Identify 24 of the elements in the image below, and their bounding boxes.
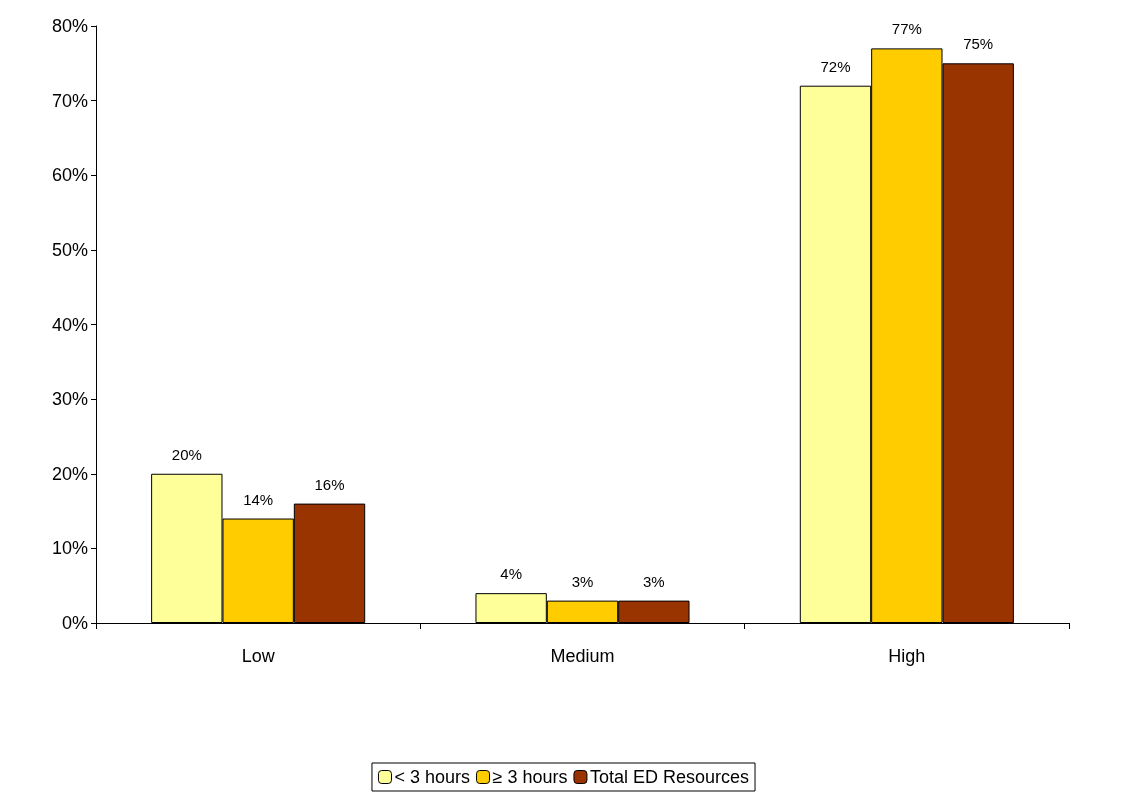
data-label: 75% — [963, 35, 994, 53]
y-tick-label: 80% — [51, 16, 88, 36]
legend-label: Total ED Resources — [589, 767, 750, 787]
y-tick-label: 70% — [51, 90, 88, 111]
data-label: 77% — [891, 20, 922, 38]
data-label: 3% — [571, 572, 594, 590]
data-label: 72% — [820, 57, 851, 75]
y-tick-label: 30% — [51, 389, 88, 410]
y-tick-label: 20% — [51, 463, 88, 484]
legend-label: < 3 hours — [394, 767, 471, 787]
x-tick-label: High — [888, 646, 926, 666]
x-tick-label: Low — [241, 646, 276, 666]
legend-label: ≥ 3 hours — [492, 767, 568, 787]
y-tick-label: 10% — [51, 538, 88, 559]
y-tick-label: 0% — [61, 613, 88, 633]
y-tick-label: 40% — [51, 314, 88, 335]
x-tick-label: Medium — [550, 646, 615, 666]
y-tick-label: 60% — [51, 165, 88, 186]
data-label: 16% — [314, 475, 345, 493]
data-label: 14% — [243, 490, 274, 508]
data-label: 4% — [500, 565, 522, 583]
data-label: 3% — [643, 572, 665, 590]
y-tick-label: 50% — [51, 239, 88, 260]
data-label: 20% — [171, 445, 202, 463]
